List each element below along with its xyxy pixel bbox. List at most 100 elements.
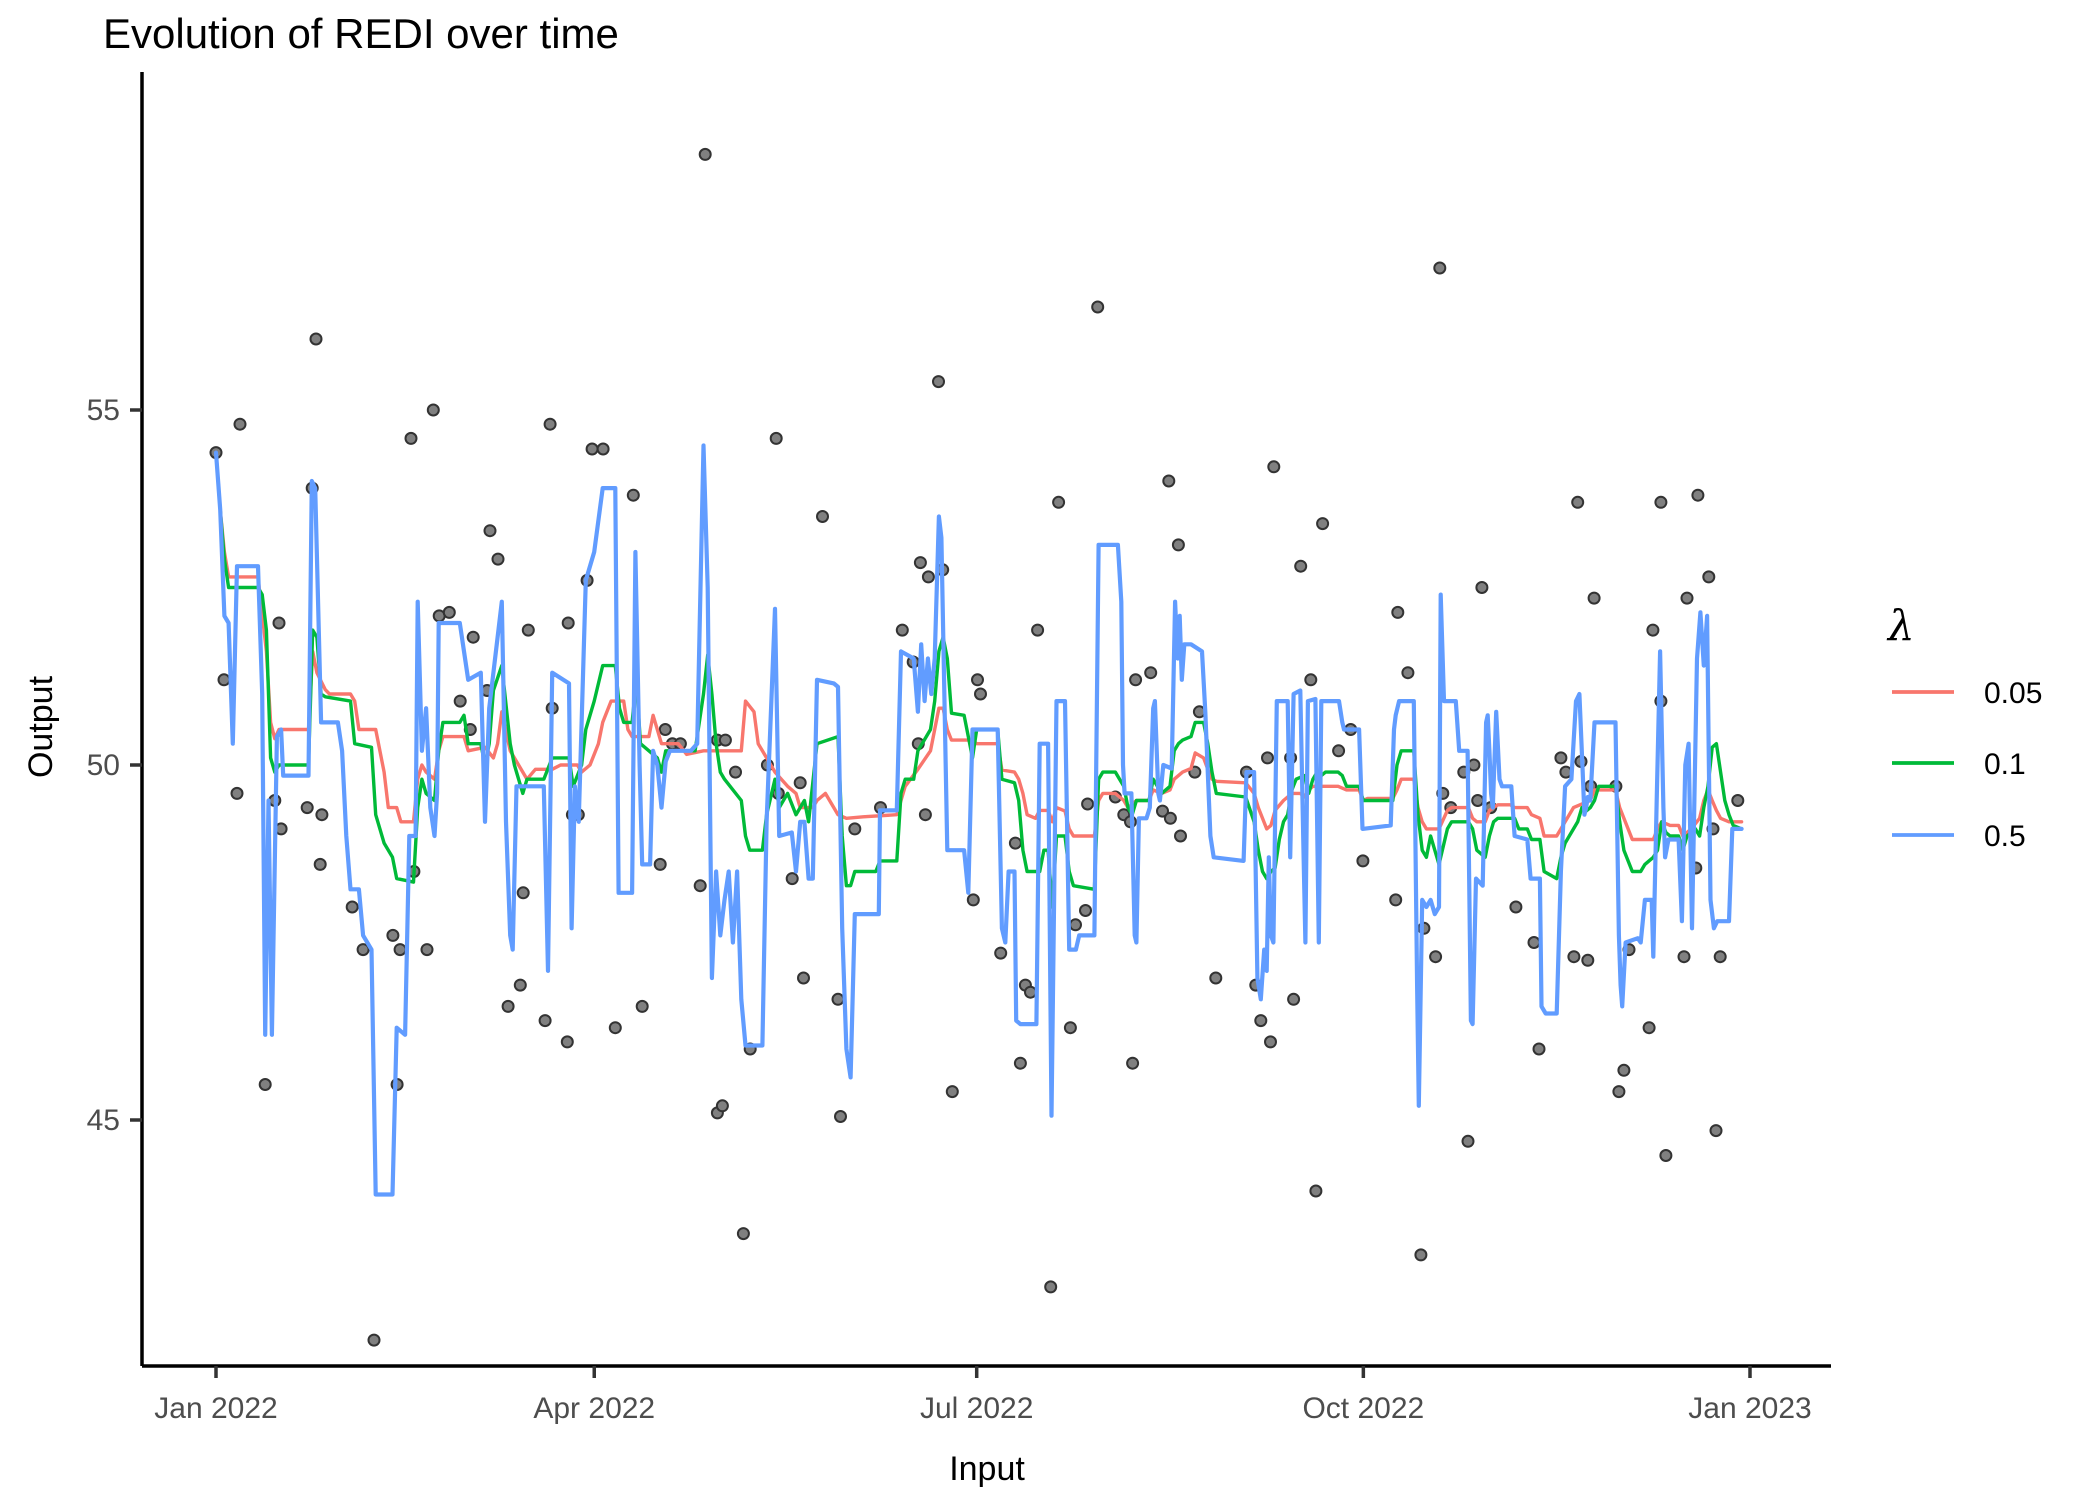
scatter-point [1044,1280,1058,1294]
scatter-point [1654,495,1668,509]
scatter-point [453,694,467,708]
scatter-point [971,673,984,687]
scatter-point [1063,1021,1077,1035]
scatter-point [1713,950,1727,964]
scatter-point [1069,918,1082,932]
scatter-point [230,786,244,800]
legend-label-05: 0.5 [1984,820,2026,853]
scatter-point [1709,1124,1723,1138]
scatter-point [404,431,418,445]
scatter-point [560,1035,574,1049]
scatter-point [1659,1149,1673,1162]
scatter-point [913,556,927,570]
scatter-point [1414,1248,1428,1262]
x-tick-label: Jan 2022 [154,1392,277,1425]
y-tick-label: 45 [87,1104,120,1137]
scatter-point [1467,758,1481,772]
plot-panel [209,147,1745,1347]
scatter-point [785,872,799,886]
scatter-point [831,992,845,1006]
scatter-point [1163,811,1177,825]
y-axis-ticks: 45 50 55 [87,394,142,1137]
scatter-point [420,943,434,957]
scatter-point [426,403,440,417]
scatter-point [918,808,932,822]
scatter-point [1024,985,1037,999]
scatter-point [932,375,945,389]
legend-title-lambda: λ [1886,601,1915,650]
scatter-point [1081,797,1095,811]
series-line-0.5 [213,443,1744,1197]
scatter-point [698,147,712,161]
legend: λ 0.05 0.1 0.5 [1886,601,2042,853]
scatter-point [1174,829,1187,843]
scatter-point [1471,794,1485,807]
scatter-point [1677,950,1691,964]
scatter-point [1031,623,1045,637]
scatter-point [1267,460,1281,474]
scatter-point [300,801,314,815]
x-tick-label: Jan 2023 [1688,1392,1811,1425]
scatter-point [1389,893,1403,907]
scatter-point [1332,744,1346,758]
x-axis-ticks: Jan 2022 Apr 2022 Jul 2022 Oct 2022 Jan 2023 [154,1366,1812,1425]
scatter-point [1052,495,1066,509]
scatter-point [693,879,707,893]
scatter-point [442,605,456,619]
scatter-point [797,971,810,985]
scatter-point [1391,605,1405,619]
scatter-point [1587,591,1601,605]
scatter-point [921,570,935,584]
scatter-point [848,822,862,836]
scatter-point [1171,538,1185,552]
scatter-point [1309,1184,1323,1198]
scatter-point [516,886,530,900]
scatter-point [1316,517,1330,531]
scatter-point [1532,1042,1546,1056]
line-layer [213,443,1744,1197]
scatter-point [309,332,323,346]
scatter-point [769,431,783,445]
scatter-point [315,808,329,822]
scatter-point [1617,1063,1631,1077]
scatter-point [466,630,480,644]
scatter-point [793,776,807,790]
scatter-point [1156,804,1169,818]
x-tick-label: Oct 2022 [1302,1392,1424,1425]
scatter-point [736,1227,750,1241]
scatter-point [653,857,667,871]
scatter-point [994,946,1008,960]
scatter-point [538,1014,552,1028]
scatter-point [1356,854,1370,868]
scatter-point [1091,300,1105,314]
scatter-point [217,673,231,687]
scatter-point [1304,673,1318,687]
scatter-point [658,723,672,736]
scatter-point [356,943,370,957]
scatter-point [1475,581,1489,594]
scatter-point [635,999,649,1013]
scatter-point [1209,971,1223,985]
scatter-point [1013,1056,1027,1070]
legend-label-005: 0.05 [1984,677,2042,710]
scatter-point [816,510,829,523]
scatter-point [1461,1134,1475,1148]
scatter-point [1731,794,1745,807]
scatter-point [513,978,527,992]
scatter-point [1287,992,1301,1006]
scatter-point [895,623,909,637]
scatter-point [1126,1056,1140,1070]
y-axis-title: Output [22,675,60,778]
scatter-point [1261,751,1274,765]
scatter-point [974,687,987,701]
scatter-point [1264,1035,1277,1049]
scatter-point [1254,1014,1268,1028]
scatter-point [1571,495,1585,509]
scatter-point [258,1078,272,1091]
scatter-point [1527,936,1541,949]
scatter-point [1429,950,1443,964]
scatter-point [1581,953,1595,967]
scatter-point [367,1333,381,1347]
